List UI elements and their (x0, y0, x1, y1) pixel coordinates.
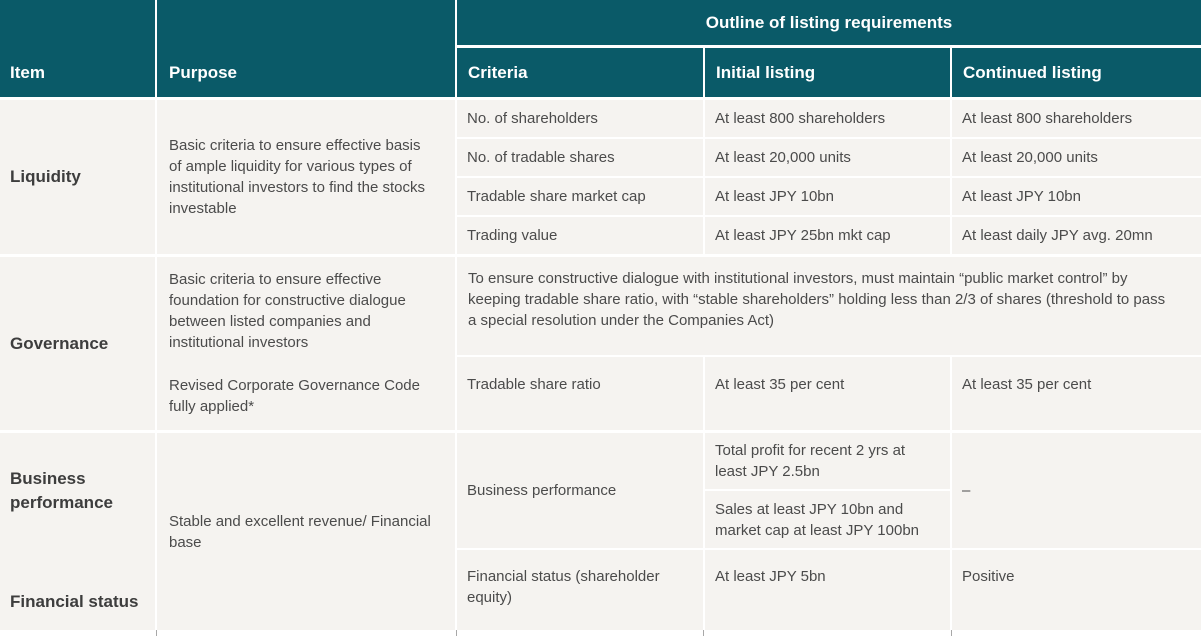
liquidity-row-initial: At least JPY 10bn (705, 178, 950, 215)
header-continued-listing: Continued listing (952, 48, 1201, 97)
liquidity-row-initial: At least 20,000 units (705, 139, 950, 176)
liquidity-purpose: Basic criteria to ensure effective basis… (157, 100, 455, 254)
governance-purpose-main: Basic criteria to ensure effective found… (169, 271, 406, 351)
section-liquidity: Liquidity Basic criteria to ensure effec… (0, 100, 1201, 254)
financial-status-continued: Positive (952, 550, 1201, 630)
governance-item-label: Governance (0, 257, 155, 430)
column-border (156, 630, 157, 636)
liquidity-row-criteria: No. of tradable shares (457, 139, 703, 176)
governance-row-initial: At least 35 per cent (705, 357, 950, 430)
governance-row-continued: At least 35 per cent (952, 357, 1201, 430)
liquidity-row-continued: At least JPY 10bn (952, 178, 1201, 215)
business-performance-initial-profit: Total profit for recent 2 yrs at least J… (705, 433, 950, 489)
column-border (703, 630, 704, 636)
liquidity-row-criteria: Trading value (457, 217, 703, 254)
cutoff-row-strip (0, 630, 1201, 636)
governance-dialogue-note: To ensure constructive dialogue with ins… (457, 257, 1201, 355)
column-border (456, 630, 457, 636)
financial-status-initial: At least JPY 5bn (705, 550, 950, 630)
section-business-financial: Business performance Financial status St… (0, 433, 1201, 630)
business-performance-item-label: Business performance (10, 469, 113, 512)
business-item-labels: Business performance Financial status (0, 433, 155, 630)
liquidity-row-initial: At least 800 shareholders (705, 100, 950, 137)
liquidity-item-label: Liquidity (0, 100, 155, 254)
liquidity-row-continued: At least 20,000 units (952, 139, 1201, 176)
business-purpose: Stable and excellent revenue/ Financial … (157, 433, 455, 630)
header-purpose: Purpose (157, 0, 455, 97)
header-item: Item (0, 0, 155, 97)
header-outline-title: Outline of listing requirements (457, 0, 1201, 45)
governance-purpose: Basic criteria to ensure effective found… (157, 257, 455, 430)
liquidity-row-continued: At least daily JPY avg. 20mn (952, 217, 1201, 254)
header-criteria: Criteria (457, 48, 703, 97)
section-governance: Governance Basic criteria to ensure effe… (0, 257, 1201, 430)
table-header: Item Purpose Outline of listing requirem… (0, 0, 1201, 97)
business-performance-criteria: Business performance (457, 433, 703, 548)
liquidity-row-criteria: Tradable share market cap (457, 178, 703, 215)
column-border (951, 630, 952, 636)
liquidity-row-criteria: No. of shareholders (457, 100, 703, 137)
business-performance-continued: – (952, 433, 1201, 548)
financial-status-criteria: Financial status (shareholder equity) (457, 550, 703, 630)
governance-purpose-note: Revised Corporate Governance Code fully … (169, 377, 420, 415)
financial-status-item-label: Financial status (10, 592, 139, 611)
liquidity-row-initial: At least JPY 25bn mkt cap (705, 217, 950, 254)
liquidity-row-continued: At least 800 shareholders (952, 100, 1201, 137)
business-performance-initial-sales: Sales at least JPY 10bn and market cap a… (705, 491, 950, 548)
governance-row-criteria: Tradable share ratio (457, 357, 703, 430)
header-initial-listing: Initial listing (705, 48, 950, 97)
